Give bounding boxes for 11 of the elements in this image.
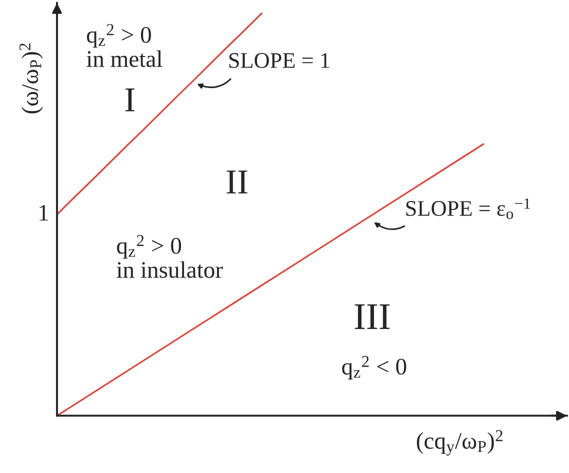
- annotation: III: [354, 304, 390, 329]
- y-axis-title: (ω/ω$_{P}$)$^{2}$: [19, 44, 43, 114]
- annotation: SLOPE = 1: [229, 53, 330, 68]
- text: 1: [40, 204, 48, 221]
- annotation: q$_{z}$$^{2}$ > 0 in insulator: [116, 235, 223, 278]
- annotation: q$_{z}$$^{2}$ > 0 in metal: [86, 24, 162, 68]
- annotation: I: [125, 88, 134, 112]
- x-axis-title: (cq$_{y}$/ω$_{P}$)$^{2}$: [416, 430, 502, 456]
- annotation: II: [226, 170, 248, 194]
- annotation: SLOPE = ε$_{o}$$^{−1}$: [406, 198, 530, 219]
- annotation: q$_{z}$$^{2}$ < 0: [342, 356, 406, 380]
